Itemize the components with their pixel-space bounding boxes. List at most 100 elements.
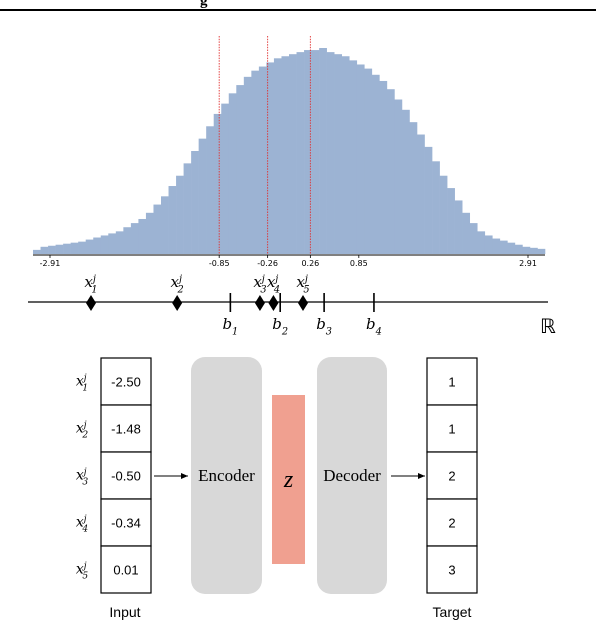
histogram-bar [304, 50, 312, 255]
histogram-tick-label: 2.91 [519, 259, 537, 268]
histogram-bar [281, 56, 290, 254]
histogram-bar [311, 50, 320, 255]
histogram-bar [228, 93, 237, 254]
target-column: 1 1 2 2 3 [426, 357, 478, 594]
header-text: g [200, 0, 208, 9]
histogram-bar [145, 212, 154, 254]
histogram-bar [100, 235, 109, 254]
histogram-bar [432, 161, 440, 254]
decoder-label: Decoder [323, 466, 381, 485]
input-cell [100, 545, 152, 594]
input-value: 0.01 [113, 563, 138, 578]
input-cell [100, 357, 152, 406]
latent-z-label: z [283, 467, 294, 493]
histogram-bar [469, 223, 478, 254]
input-value: -1.48 [111, 422, 141, 437]
histogram-bar [243, 76, 252, 254]
data-point-label: xj 5 [296, 273, 309, 295]
histogram-bar [85, 239, 94, 254]
target-value: 2 [448, 516, 455, 531]
histogram-bar [522, 246, 531, 254]
histogram-bar [409, 122, 418, 254]
target-cell [426, 498, 478, 547]
data-point-marker [298, 295, 308, 311]
input-caption: Input [109, 604, 140, 620]
histogram-tick-label: 0.85 [350, 259, 368, 268]
histogram-bar [123, 227, 132, 254]
histogram-bar [198, 138, 207, 254]
histogram-bar [161, 196, 169, 254]
histogram-bar [70, 242, 79, 254]
input-value: -0.34 [111, 516, 141, 531]
data-point-marker [254, 295, 265, 311]
data-point-label: xj 3 [253, 273, 266, 295]
histogram-bar [334, 54, 343, 255]
histogram-bar [63, 243, 71, 254]
histogram-bar [213, 113, 222, 254]
histogram-bar [401, 109, 410, 254]
bin-edge-label: b3 [316, 315, 332, 337]
histogram-bar [447, 188, 455, 254]
target-value: 1 [448, 422, 455, 437]
input-variable-label: xj 1 [76, 374, 88, 394]
histogram-bar [537, 248, 546, 254]
bin-edge-label: b1 [222, 315, 238, 337]
target-cell [426, 451, 478, 500]
histogram-bar [454, 200, 463, 254]
target-caption: Target [433, 604, 472, 620]
histogram-bar [130, 223, 139, 254]
target-value: 1 [448, 375, 455, 390]
histogram-bar [221, 103, 230, 255]
decoder-block [317, 357, 387, 594]
data-point-marker [268, 295, 279, 311]
histogram-bar [33, 249, 41, 254]
target-cell [426, 404, 478, 453]
histogram-bar [514, 244, 523, 254]
histogram-bar [371, 74, 380, 254]
input-column: -2.50 xj 1 -1.48 xj 2 -0.50 xj 3 -0.34 xj 4 0.01 xj 5 [76, 357, 152, 594]
histogram-bar [206, 126, 215, 254]
histogram-bar [296, 52, 305, 255]
reals-symbol: ℝ [540, 314, 556, 338]
data-point-label: xj 1 [84, 273, 97, 295]
histogram-bar [138, 218, 147, 254]
target-value: 3 [448, 563, 455, 578]
histogram-bar [326, 52, 335, 255]
histogram-bar [40, 246, 49, 254]
bin-edge-label: b4 [366, 315, 382, 337]
histogram-bar [364, 68, 373, 254]
histogram-bar [289, 54, 297, 255]
histogram-bar [462, 212, 471, 254]
histogram-bar [319, 48, 327, 254]
encoder-label: Encoder [198, 466, 255, 485]
histogram-bar [78, 241, 87, 254]
histogram-axis: -2.91 -0.85 -0.26 0.26 0.85 2.91 [33, 254, 545, 268]
histogram-bar [273, 58, 282, 254]
histogram-bar [341, 56, 350, 254]
data-point-marker [86, 295, 96, 311]
data-point-label: xj 4 [267, 273, 280, 295]
histogram-bar [108, 233, 117, 254]
histogram-bar [417, 134, 425, 254]
histogram-tick-label: -0.26 [257, 259, 278, 268]
histogram-tick-label: -0.85 [209, 259, 230, 268]
histogram-bar [424, 146, 433, 254]
histogram-bar [115, 231, 124, 254]
histogram-bar [484, 235, 493, 254]
histogram-bar [394, 99, 403, 254]
histogram-bar [153, 204, 162, 254]
input-cell [100, 451, 152, 500]
histogram-bar [439, 175, 448, 254]
histogram-bar [191, 151, 199, 254]
latent-z-block [272, 395, 305, 564]
data-point-marker [172, 295, 183, 311]
histogram-bar [236, 85, 245, 254]
input-variable-label: xj 2 [76, 421, 89, 441]
histogram-bar [507, 242, 516, 254]
histogram-bar [48, 245, 56, 254]
histogram-tick-label: -2.91 [40, 259, 61, 268]
target-cell [426, 545, 478, 594]
histogram-tick-label: 0.26 [301, 259, 319, 268]
histogram-bar [93, 237, 102, 254]
